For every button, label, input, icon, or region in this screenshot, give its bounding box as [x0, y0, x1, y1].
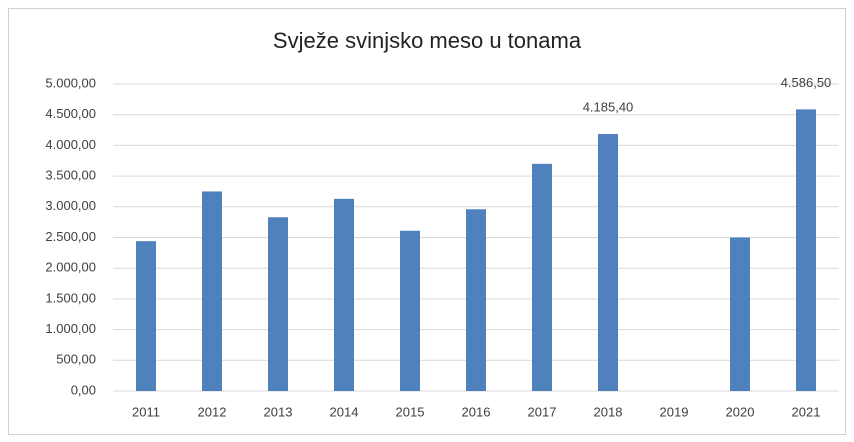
x-tick-label: 2019 — [660, 404, 689, 419]
y-tick-label: 2.500,00 — [45, 229, 96, 244]
bar — [796, 109, 816, 391]
y-tick-label: 4.000,00 — [45, 137, 96, 152]
y-tick-label: 1.500,00 — [45, 290, 96, 305]
x-tick-label: 2012 — [198, 404, 227, 419]
y-tick-label: 0,00 — [71, 382, 96, 397]
bar — [730, 237, 750, 391]
data-label: 4.185,40 — [583, 99, 634, 114]
bar — [400, 230, 420, 391]
chart-border — [8, 8, 846, 435]
y-tick-label: 4.500,00 — [45, 106, 96, 121]
y-tick-label: 1.000,00 — [45, 321, 96, 336]
bar — [334, 198, 354, 391]
x-tick-label: 2013 — [264, 404, 293, 419]
y-tick-label: 2.000,00 — [45, 260, 96, 275]
x-tick-label: 2020 — [726, 404, 755, 419]
x-tick-label: 2014 — [330, 404, 359, 419]
y-tick-label: 3.000,00 — [45, 198, 96, 213]
x-tick-label: 2011 — [132, 404, 160, 419]
data-label: 4.586,50 — [781, 75, 832, 90]
bar — [268, 217, 288, 391]
x-tick-label: 2017 — [528, 404, 557, 419]
chart-title: Svježe svinjsko meso u tonama — [273, 28, 582, 53]
x-tick-label: 2016 — [462, 404, 491, 419]
x-tick-label: 2018 — [594, 404, 623, 419]
bar — [532, 163, 552, 391]
bar — [136, 241, 156, 391]
bar — [466, 209, 486, 391]
y-tick-label: 500,00 — [56, 352, 96, 367]
bar — [598, 134, 618, 392]
x-tick-label: 2021 — [792, 404, 821, 419]
y-tick-label: 5.000,00 — [45, 75, 96, 90]
x-tick-label: 2015 — [396, 404, 425, 419]
y-tick-label: 3.500,00 — [45, 168, 96, 183]
bar — [202, 191, 222, 391]
